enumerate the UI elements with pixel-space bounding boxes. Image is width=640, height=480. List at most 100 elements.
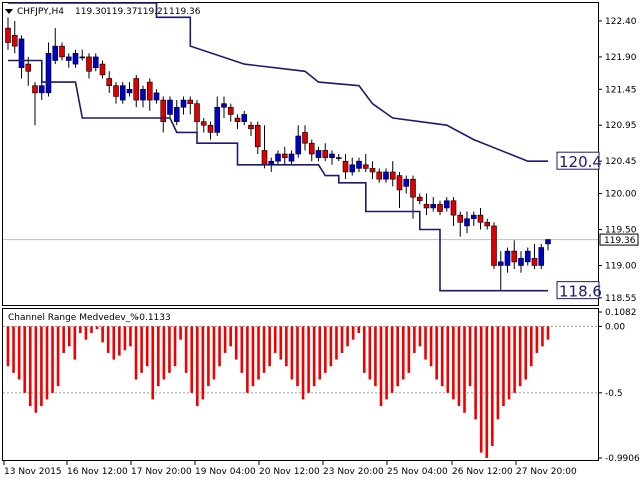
indicator-tick-label: 0.00 [605, 322, 625, 332]
candle-body [545, 239, 551, 245]
candle [167, 96, 173, 119]
histogram-bar [429, 326, 433, 367]
candle-body [342, 160, 349, 173]
price-tick-label: 120.00 [605, 190, 637, 200]
histogram-bar [535, 326, 539, 353]
candle [113, 82, 119, 104]
channel-low-label: 118.6 [559, 283, 602, 301]
candle [5, 17, 11, 50]
candle [349, 157, 356, 176]
histogram-bar [491, 326, 494, 446]
candle [227, 103, 234, 122]
candle [221, 96, 227, 119]
indicator-tick-label: 0.1082 [605, 308, 637, 318]
candle-body [275, 153, 281, 162]
candle-body [65, 56, 72, 61]
histogram-bar [84, 326, 88, 340]
candle [423, 193, 430, 216]
histogram-bar [195, 326, 199, 407]
histogram-bar [485, 326, 489, 458]
histogram-bar [296, 326, 299, 387]
histogram-bar [385, 326, 388, 400]
candle [450, 197, 457, 226]
candle [308, 139, 315, 162]
candle-body [308, 142, 315, 155]
time-tick-label: 27 Nov 20:00 [516, 467, 577, 477]
histogram-bar [95, 326, 99, 330]
indicator-frame [2, 308, 599, 461]
time-tick-label: 16 Nov 12:00 [67, 467, 128, 477]
candle-body [113, 85, 119, 97]
time-tick-label: 19 Nov 04:00 [195, 467, 256, 477]
candle [538, 243, 545, 270]
candle [11, 20, 18, 54]
histogram-bar [140, 326, 143, 373]
time-tick-label: 20 Nov 12:00 [259, 467, 320, 477]
candle [477, 207, 484, 230]
candle-body [32, 85, 38, 94]
histogram-bar [251, 326, 255, 387]
histogram-bar [56, 326, 60, 387]
candle-body [335, 157, 342, 159]
candle [133, 74, 140, 108]
histogram-bar [329, 326, 333, 367]
candle-body [484, 222, 491, 227]
ohlc-close: 119.36 [169, 7, 201, 17]
candle [403, 175, 410, 194]
price-tick-label: 122.40 [605, 17, 637, 27]
histogram-bar [435, 326, 438, 380]
time-tick-label: 13 Nov 2015 [4, 467, 62, 477]
histogram-bar [73, 326, 77, 360]
candle-body [396, 175, 403, 191]
candle-body [200, 121, 207, 126]
candle [65, 53, 72, 68]
candle [106, 71, 113, 93]
candle-body [383, 171, 389, 180]
candle [484, 218, 491, 230]
histogram-bar [207, 326, 210, 387]
candle [511, 240, 518, 270]
candle-body [349, 164, 356, 173]
candle-body [254, 124, 261, 148]
candle-body [11, 35, 18, 47]
indicator-name: Channel Range Medvedev_% [8, 313, 139, 323]
candle-body [248, 124, 254, 130]
histogram-bar [290, 326, 294, 380]
histogram-bar [424, 326, 427, 360]
candle-body [173, 106, 180, 122]
histogram-bar [101, 326, 104, 343]
candle-body [194, 103, 200, 122]
candle [531, 243, 538, 270]
histogram-bar [279, 326, 283, 360]
candle [32, 82, 38, 126]
candle [92, 53, 99, 72]
histogram-bar [357, 326, 361, 334]
candle-body [315, 150, 322, 158]
candle [416, 193, 423, 205]
time-axis: 13 Nov 2015 16 Nov 12:00 17 Nov 20:00 19 No… [3, 461, 577, 477]
candle [261, 125, 268, 169]
histogram-bar [218, 326, 221, 367]
candle-body [302, 132, 308, 144]
histogram-bar [62, 326, 65, 353]
histogram-bar [184, 326, 188, 373]
histogram-bar [262, 326, 266, 373]
histogram-bar [90, 326, 93, 334]
time-tick-label: 25 Nov 04:00 [387, 467, 448, 477]
candle [295, 125, 302, 158]
candle [86, 53, 92, 79]
candle [140, 85, 146, 108]
histogram-bar [362, 326, 366, 373]
histogram-bar [502, 326, 505, 407]
histogram-bar [246, 326, 249, 393]
indicator-tick-label: -0.9906 [605, 454, 640, 464]
candle-body [356, 160, 362, 169]
chart-menu-triangle-icon[interactable] [5, 9, 13, 14]
time-tick-label: 17 Nov 20:00 [131, 467, 192, 477]
histogram-bar [229, 326, 232, 347]
histogram-bar [468, 326, 472, 387]
candle-body [470, 214, 477, 220]
candle [180, 96, 187, 115]
ohlc-open: 119.30 [75, 7, 107, 17]
